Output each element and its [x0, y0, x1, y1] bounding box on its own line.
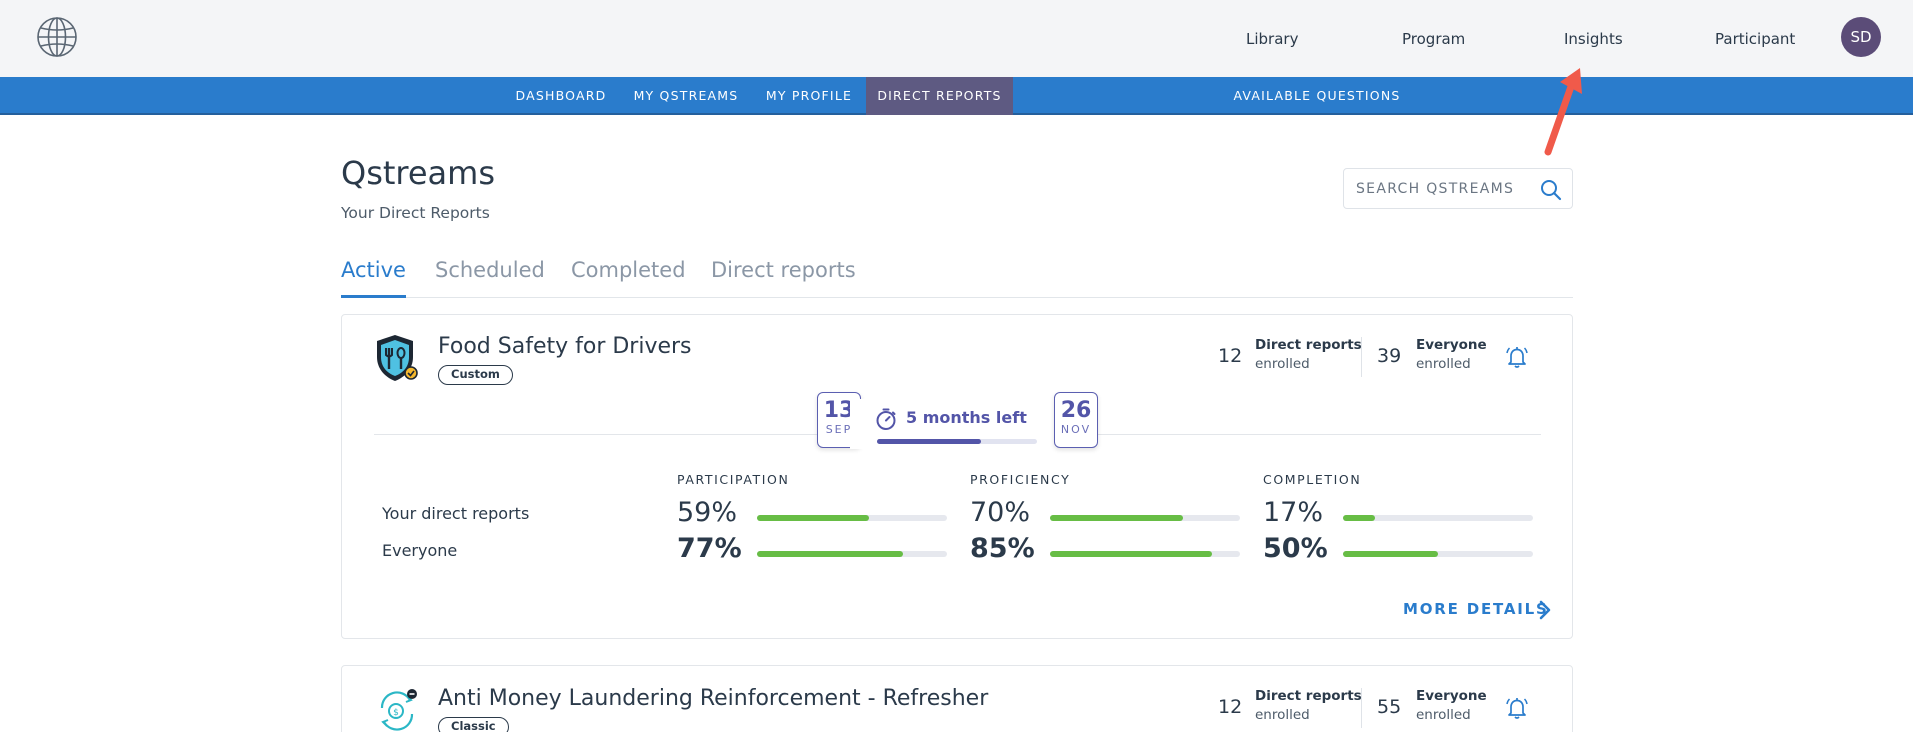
tab-completed[interactable]: Completed	[571, 258, 686, 282]
page-subtitle: Your Direct Reports	[341, 204, 490, 222]
nav-program-link[interactable]: Program	[1402, 30, 1466, 48]
enrolled-label: enrolled	[1416, 356, 1471, 372]
qstream-card: $ Anti Money Laundering Reinforcement - …	[341, 665, 1573, 732]
end-date: 26 NOV	[1054, 392, 1098, 448]
subnav-direct-reports[interactable]: DIRECT REPORTS	[866, 77, 1013, 115]
row-label-everyone: Everyone	[382, 541, 458, 560]
time-left-label: 5 months left	[906, 408, 1027, 427]
start-day: 13	[823, 398, 855, 423]
everyone-count: 39	[1377, 345, 1402, 367]
qstream-type-badge: Custom	[438, 365, 513, 385]
search-box	[1343, 168, 1573, 209]
end-day: 26	[1060, 398, 1092, 423]
proficiency-progress-fill	[1050, 515, 1183, 521]
page-title: Qstreams	[341, 154, 495, 192]
subnav-available-questions[interactable]: AVAILABLE QUESTIONS	[1233, 88, 1401, 103]
qstream-type-badge: Classic	[438, 717, 509, 732]
proficiency-progress-bar	[1050, 551, 1240, 557]
globe-icon[interactable]	[36, 16, 78, 58]
food-shield-icon	[377, 335, 418, 381]
time-progress-bar	[877, 439, 1037, 444]
participation-progress-bar	[757, 515, 947, 521]
qstream-title[interactable]: Anti Money Laundering Reinforcement - Re…	[438, 686, 989, 711]
proficiency-header: PROFICIENCY	[970, 472, 1071, 487]
direct-reports-label: Direct reports	[1255, 337, 1362, 353]
completion-percent: 50%	[1263, 533, 1328, 564]
completion-progress-bar	[1343, 551, 1533, 557]
tab-scheduled[interactable]: Scheduled	[435, 258, 545, 282]
completion-progress-fill	[1343, 551, 1438, 557]
direct-reports-count: 12	[1218, 696, 1243, 718]
row-label-direct-reports: Your direct reports	[382, 504, 530, 523]
participation-progress-fill	[757, 515, 870, 521]
start-month: SEP	[825, 423, 853, 436]
everyone-enrolled-label: Everyone enrolled	[1416, 336, 1487, 374]
money-cycle-icon: $	[380, 689, 417, 731]
time-progress-fill	[877, 439, 981, 444]
qstream-tabs: Active Scheduled Completed Direct report…	[341, 258, 1573, 298]
stopwatch-icon	[876, 408, 896, 430]
everyone-count: 55	[1377, 696, 1402, 718]
subnav-my-profile[interactable]: MY PROFILE	[765, 88, 853, 103]
end-month: NOV	[1060, 423, 1092, 436]
nav-participant-link[interactable]: Participant	[1715, 30, 1796, 48]
divider	[1361, 337, 1362, 377]
user-avatar[interactable]: SD	[1841, 17, 1881, 57]
participation-progress-fill	[757, 551, 904, 557]
more-details-link[interactable]: MORE DETAILS	[1403, 600, 1549, 618]
bell-icon[interactable]	[1504, 344, 1530, 370]
completion-percent: 17%	[1263, 497, 1324, 528]
proficiency-percent: 70%	[970, 497, 1031, 528]
enrolled-label: enrolled	[1255, 707, 1310, 723]
proficiency-progress-bar	[1050, 515, 1240, 521]
everyone-label: Everyone	[1416, 688, 1487, 704]
nav-library-link[interactable]: Library	[1246, 30, 1299, 48]
direct-reports-count: 12	[1218, 345, 1243, 367]
search-input[interactable]	[1356, 178, 1536, 200]
sub-nav: DASHBOARD MY QSTREAMS MY PROFILE DIRECT …	[0, 77, 1913, 115]
subnav-my-qstreams[interactable]: MY QSTREAMS	[633, 88, 739, 103]
enrolled-label: enrolled	[1416, 707, 1471, 723]
nav-insights-link[interactable]: Insights	[1564, 30, 1623, 48]
chevron-right-icon[interactable]	[1536, 599, 1554, 621]
completion-progress-fill	[1343, 515, 1376, 521]
proficiency-percent: 85%	[970, 533, 1035, 564]
completion-header: COMPLETION	[1263, 472, 1362, 487]
divider	[1361, 688, 1362, 728]
tab-active[interactable]: Active	[341, 258, 406, 298]
participation-percent: 77%	[677, 533, 742, 564]
everyone-enrolled-label: Everyone enrolled	[1416, 687, 1487, 725]
direct-reports-enrolled-label: Direct reports enrolled	[1255, 687, 1362, 725]
time-remaining: 5 months left	[850, 399, 1080, 449]
completion-progress-bar	[1343, 515, 1533, 521]
direct-reports-enrolled-label: Direct reports enrolled	[1255, 336, 1362, 374]
tab-direct-reports[interactable]: Direct reports	[711, 258, 856, 282]
enrolled-label: enrolled	[1255, 356, 1310, 372]
direct-reports-label: Direct reports	[1255, 688, 1362, 704]
bell-icon[interactable]	[1504, 695, 1530, 721]
everyone-label: Everyone	[1416, 337, 1487, 353]
qstream-title[interactable]: Food Safety for Drivers	[438, 334, 692, 359]
proficiency-progress-fill	[1050, 551, 1212, 557]
participation-header: PARTICIPATION	[677, 472, 790, 487]
qstream-card: Food Safety for Drivers Custom 12 Direct…	[341, 314, 1573, 639]
search-icon[interactable]	[1540, 179, 1562, 201]
svg-text:$: $	[393, 708, 399, 718]
participation-progress-bar	[757, 551, 947, 557]
participation-percent: 59%	[677, 497, 738, 528]
subnav-dashboard[interactable]: DASHBOARD	[515, 88, 607, 103]
annotation-arrow-icon	[1544, 68, 1582, 156]
top-bar: Library Program Insights Participant SD	[0, 0, 1913, 77]
